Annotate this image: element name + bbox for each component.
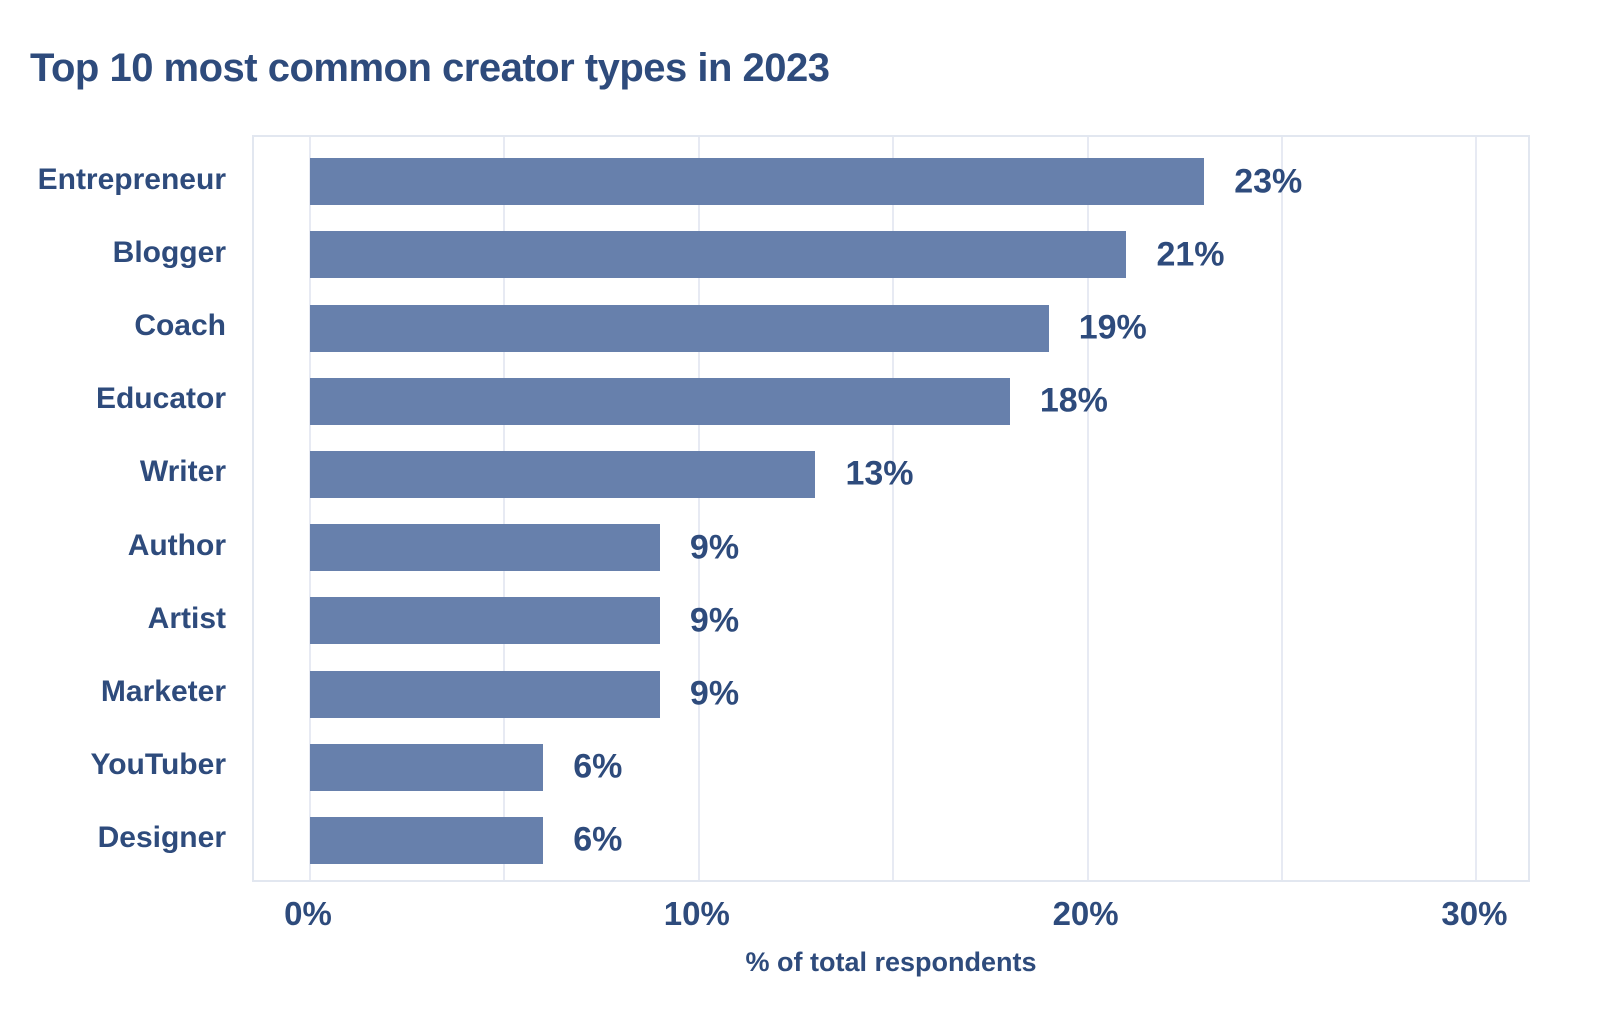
- x-tick-label-30: 30%: [1441, 895, 1508, 932]
- bar-value-label-entrepreneur: 23%: [1234, 162, 1303, 201]
- bar-value-label-author: 9%: [689, 528, 740, 567]
- bar-value-label-designer: 6%: [573, 820, 623, 859]
- bar-value-label-writer: 13%: [845, 454, 914, 493]
- x-gridline-20: [1086, 137, 1089, 880]
- bar-value-label-artist: 9%: [689, 601, 740, 640]
- bar-blogger: [310, 231, 1127, 279]
- category-label-writer: Writer: [139, 455, 226, 489]
- bar-author: [310, 524, 660, 572]
- category-label-blogger: Blogger: [112, 235, 226, 269]
- x-gridline-25: [1281, 137, 1283, 880]
- bar-value-label-educator: 18%: [1039, 381, 1108, 420]
- category-label-coach: Coach: [134, 309, 226, 342]
- category-label-educator: Educator: [95, 382, 226, 416]
- category-label-artist: Artist: [147, 601, 226, 635]
- bar-value-label-marketer: 9%: [689, 674, 740, 713]
- x-axis-title: % of total respondents: [745, 947, 1037, 977]
- bar-writer: [310, 450, 816, 498]
- bar-value-label-blogger: 21%: [1156, 235, 1225, 274]
- x-tick-label-10: 10%: [663, 895, 730, 932]
- x-gridline-30: [1475, 137, 1478, 880]
- bar-value-label-coach: 19%: [1078, 308, 1147, 347]
- x-gridline-15: [892, 137, 895, 880]
- bar-entrepreneur: [310, 158, 1205, 206]
- plot-area: 23% 21% 19% 18% 13% 9% 9% 9% 6% 6%: [252, 135, 1530, 882]
- x-tick-label-0: 0%: [284, 895, 332, 932]
- bar-marketer: [310, 670, 660, 718]
- x-gridline-5: [503, 137, 506, 880]
- x-tick-label-20: 20%: [1052, 895, 1119, 932]
- bar-value-label-youtuber: 6%: [573, 747, 623, 786]
- bar-artist: [310, 597, 660, 645]
- category-label-designer: Designer: [97, 821, 226, 855]
- category-label-author: Author: [127, 528, 226, 562]
- bar-coach: [310, 304, 1049, 352]
- bar-youtuber: [310, 743, 544, 791]
- category-label-marketer: Marketer: [100, 675, 226, 708]
- bar-educator: [310, 377, 1010, 425]
- x-gridline-10: [697, 137, 700, 880]
- chart-title: Top 10 most common creator types in 2023: [30, 46, 830, 90]
- x-gridline-0: [309, 137, 311, 880]
- category-label-entrepreneur: Entrepreneur: [37, 162, 226, 196]
- bar-designer: [310, 816, 544, 864]
- category-label-youtuber: YouTuber: [90, 748, 226, 782]
